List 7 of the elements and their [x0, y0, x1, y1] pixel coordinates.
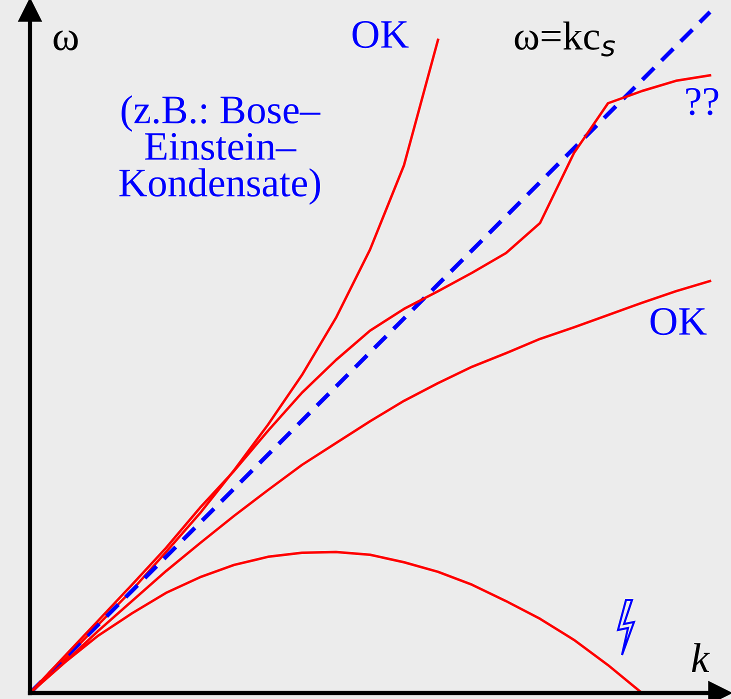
annotation: ω=kc$_{s}$ [514, 21, 615, 56]
annotation: OK [352, 21, 409, 48]
x-axis-title: k [692, 643, 710, 672]
y-axis-title: ω [54, 30, 78, 50]
annotation: OK [650, 308, 707, 336]
annotation: (z.B.: Bose– Einstein– Kondensate) [119, 95, 320, 205]
annotation: ?? [686, 88, 718, 116]
